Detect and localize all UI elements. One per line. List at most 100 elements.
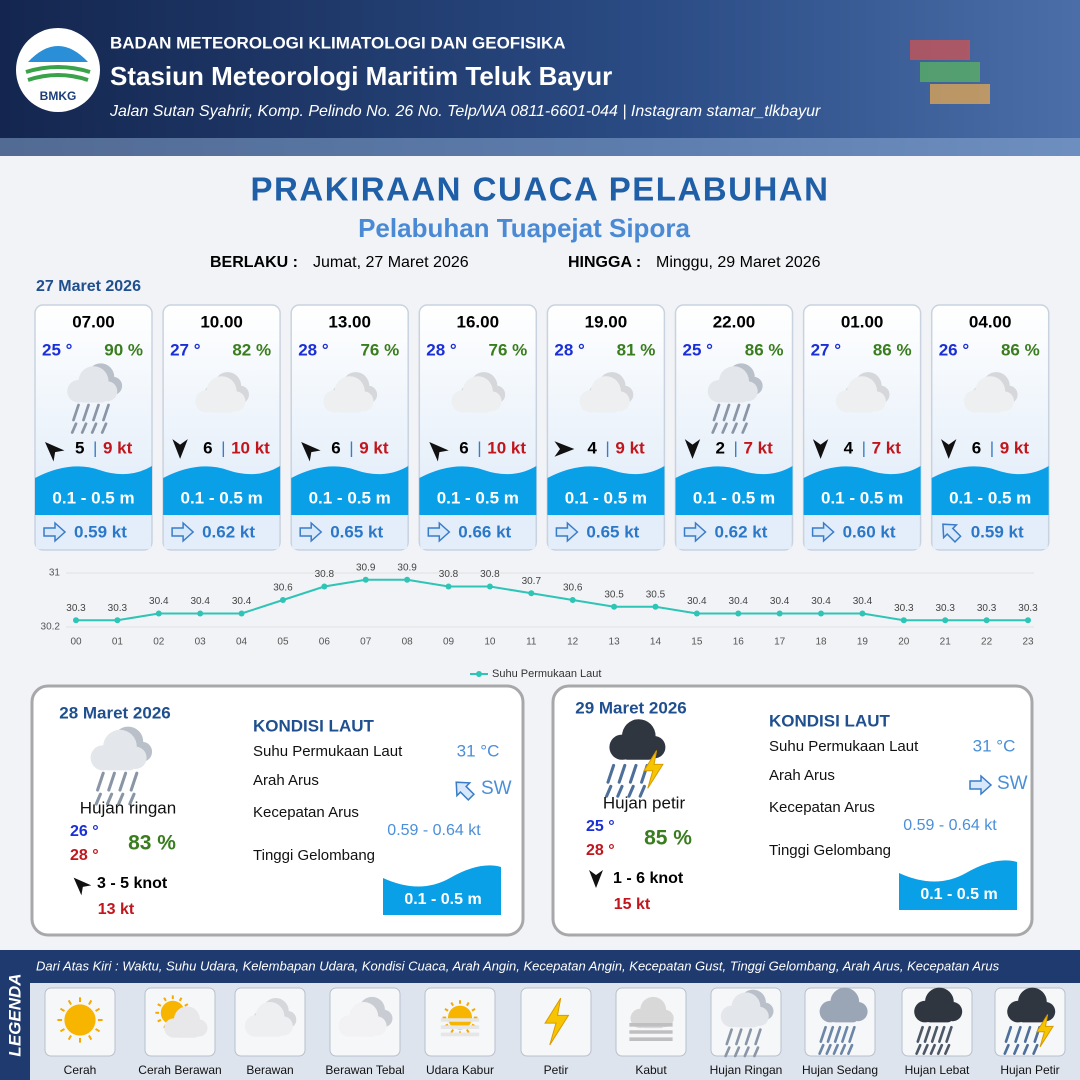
point	[321, 583, 328, 590]
point	[569, 597, 576, 603]
rain-drop	[129, 771, 139, 792]
weather-icon	[440, 1000, 480, 1037]
rain-drop	[731, 422, 738, 434]
rain-drop	[721, 422, 728, 434]
rain-drop	[90, 422, 98, 434]
rain-drop	[711, 422, 718, 434]
decor	[930, 84, 990, 104]
air-temp: 27 °	[811, 340, 842, 359]
rain-drop	[1032, 1043, 1039, 1055]
rain-drop	[735, 1028, 743, 1046]
rain-drop	[1023, 1025, 1032, 1043]
rain-drop	[922, 1043, 929, 1055]
temp-max: 28 °	[70, 847, 99, 864]
data-label: 30.3	[894, 603, 914, 614]
data-label: 30.4	[232, 596, 252, 607]
rain-drop	[117, 792, 125, 806]
x-tick-label: 05	[277, 637, 289, 648]
point	[942, 617, 949, 624]
logo-mark	[25, 65, 91, 82]
station-name: Stasiun Meteorologi Maritim Teluk Bayur	[110, 61, 612, 91]
wind-speed: 6	[331, 438, 340, 457]
weather: Hujan petir	[603, 793, 686, 812]
wind-range: 3 - 5 knot	[97, 875, 168, 892]
current-speed: 0.66 kt	[458, 522, 511, 541]
rain-drop	[92, 403, 100, 422]
rain-drop	[847, 1043, 854, 1055]
decor	[0, 138, 1080, 156]
humidity: 86 %	[873, 340, 912, 359]
cloud-part	[103, 757, 136, 771]
weather-icon	[195, 372, 249, 413]
x-tick-label: 04	[236, 637, 248, 648]
sun-ray	[444, 1008, 449, 1012]
time: 10.00	[200, 312, 243, 331]
data-label: 30.4	[770, 596, 790, 607]
point	[900, 617, 907, 624]
cloud-part	[174, 1028, 199, 1038]
separator: |	[734, 438, 738, 457]
current-arrow	[43, 521, 67, 543]
y-tick-label: 31	[49, 568, 61, 579]
rain-drop	[628, 763, 638, 784]
weather-icon	[451, 372, 506, 413]
wave-height: 0.1 - 0.5 m	[404, 891, 481, 908]
legend-item: Petir	[544, 1063, 569, 1077]
sea-label: Tinggi Gelombang	[253, 847, 375, 864]
rain-drop	[848, 1025, 856, 1043]
rain-drop	[1003, 1043, 1010, 1055]
wave-height: 0.1 - 0.5 m	[821, 488, 903, 507]
wave	[35, 466, 152, 515]
wind-arrow	[684, 439, 701, 459]
lightning	[643, 750, 664, 789]
validity-date: Minggu, 29 Maret 2026	[656, 254, 821, 271]
sun-ray	[184, 1003, 189, 1007]
sun-ray	[466, 1002, 470, 1007]
point	[362, 576, 369, 583]
cloud-part	[462, 401, 492, 413]
day-date: 28 Maret 2026	[59, 703, 171, 722]
rain-drop	[617, 763, 627, 784]
point	[693, 610, 700, 617]
rain-drop	[70, 422, 78, 434]
x-tick-label: 13	[609, 637, 621, 648]
legend-item: Berawan Tebal	[325, 1063, 404, 1077]
day-panel: 29 Maret 2026 Hujan petir 25 ° 28 ° 85 % 1 - …	[551, 684, 1034, 937]
wind-speed: 6	[203, 438, 212, 457]
legend-item: Hujan Sedang	[802, 1063, 878, 1077]
legend-item: Cerah	[64, 1063, 97, 1077]
time: 19.00	[585, 312, 628, 331]
air-temp: 28 °	[298, 340, 329, 359]
x-tick-label: 06	[319, 637, 331, 648]
rain-drop	[105, 792, 114, 806]
current-arrow	[811, 521, 835, 543]
rain-drop	[1014, 1025, 1022, 1043]
current-speed: 0.59 - 0.64 kt	[903, 817, 997, 834]
weather-icon	[579, 372, 634, 413]
current-arrow	[427, 521, 451, 543]
x-tick-label: 22	[981, 637, 993, 648]
point	[611, 603, 618, 610]
x-tick-label: 03	[195, 637, 207, 648]
data-label: 30.6	[273, 583, 293, 594]
gust: 9 kt	[359, 438, 389, 457]
hour-card: 22.00 25 ° 86 % 2 | 7 kt 0.1 - 0.5 m 0.62 kt	[674, 304, 794, 551]
separator: |	[93, 438, 97, 457]
data-label: 30.3	[66, 603, 86, 614]
x-tick-label: 23	[1022, 637, 1034, 648]
x-tick-label: 02	[153, 637, 165, 648]
point	[445, 583, 452, 590]
data-label: 30.9	[356, 562, 376, 573]
validity-label: BERLAKU :	[210, 254, 298, 271]
wave	[899, 860, 1017, 910]
sun-ray	[157, 1003, 162, 1007]
x-tick-label: 16	[733, 637, 745, 648]
x-tick-label: 21	[940, 637, 952, 648]
legend-item: Udara Kabur	[426, 1063, 494, 1077]
x-tick-label: 20	[898, 637, 910, 648]
rain-drop	[839, 1043, 847, 1055]
data-label: 30.4	[190, 596, 210, 607]
sun-ray	[178, 997, 183, 1002]
sea-label: Tinggi Gelombang	[769, 842, 891, 859]
humidity: 85 %	[644, 827, 692, 850]
